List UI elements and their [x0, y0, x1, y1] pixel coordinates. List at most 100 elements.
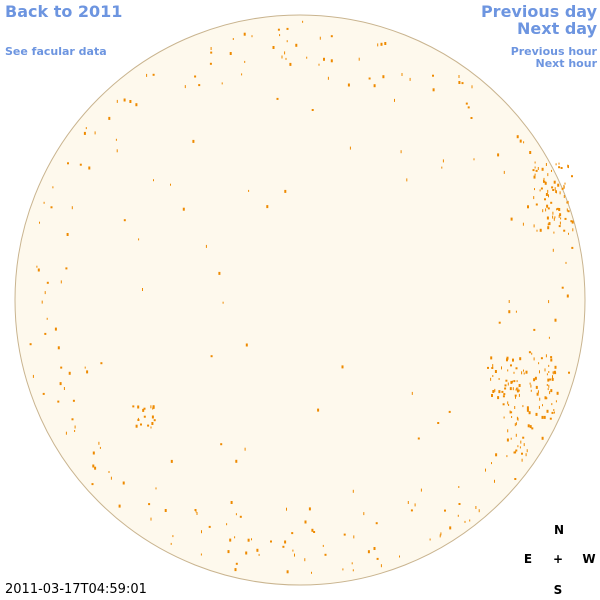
- facula: [507, 401, 509, 405]
- facula: [234, 568, 237, 572]
- facula: [527, 424, 530, 428]
- facula: [458, 81, 461, 84]
- facula: [353, 535, 355, 539]
- facula: [98, 441, 100, 445]
- facula: [544, 198, 546, 201]
- facula: [539, 397, 541, 401]
- facula: [230, 501, 233, 504]
- facula: [566, 201, 568, 204]
- facula: [324, 553, 327, 556]
- facula: [284, 189, 287, 193]
- facula: [210, 47, 212, 50]
- facula: [534, 161, 536, 164]
- facula: [444, 509, 446, 512]
- facula: [548, 384, 550, 388]
- facula: [84, 366, 86, 369]
- facula: [551, 169, 552, 172]
- facula: [541, 436, 544, 440]
- facula: [515, 433, 517, 437]
- facula: [507, 382, 509, 386]
- facula: [526, 406, 529, 410]
- facula: [74, 425, 76, 429]
- facula: [552, 248, 554, 252]
- facula: [36, 265, 38, 268]
- facula: [516, 389, 519, 393]
- facula: [152, 73, 155, 76]
- facula: [473, 158, 475, 161]
- facula: [409, 77, 411, 81]
- facula: [553, 231, 555, 234]
- next-day-link[interactable]: Next day: [517, 19, 597, 38]
- facula: [394, 98, 395, 102]
- facula: [363, 512, 365, 516]
- facula: [46, 281, 49, 284]
- facula: [330, 59, 333, 63]
- facula: [549, 417, 552, 420]
- facula: [71, 206, 73, 210]
- facula: [39, 221, 40, 224]
- facula: [556, 208, 558, 211]
- facula: [494, 370, 497, 373]
- facula: [525, 453, 527, 457]
- facula: [567, 210, 570, 213]
- facula: [546, 384, 548, 386]
- facula: [567, 164, 569, 168]
- facula: [380, 564, 382, 568]
- facula: [516, 135, 519, 139]
- facula: [196, 512, 198, 515]
- facula: [198, 84, 201, 87]
- facula: [553, 411, 555, 414]
- facula: [437, 422, 440, 424]
- facula: [457, 514, 459, 517]
- facula: [550, 358, 553, 362]
- facula: [229, 52, 232, 55]
- facula: [92, 451, 95, 455]
- facula: [548, 371, 550, 373]
- facula: [352, 489, 354, 493]
- next-hour-link[interactable]: Next hour: [535, 57, 598, 70]
- facula: [147, 424, 150, 427]
- timestamp: 2011-03-17T04:59:01: [5, 582, 147, 597]
- facula: [507, 429, 509, 433]
- facula: [528, 411, 531, 415]
- facula: [373, 547, 376, 550]
- facula: [241, 73, 243, 76]
- facula: [515, 367, 518, 370]
- facula: [572, 228, 574, 232]
- facula: [151, 422, 154, 425]
- facula: [556, 391, 559, 395]
- previous-hour-link[interactable]: Previous hour: [510, 45, 597, 58]
- facula: [566, 294, 569, 298]
- facular-link[interactable]: See facular data: [5, 45, 107, 58]
- facula: [94, 131, 96, 135]
- facula: [458, 486, 460, 488]
- facula: [561, 187, 564, 190]
- facula: [182, 207, 185, 211]
- facula: [559, 213, 562, 217]
- facula: [522, 405, 524, 408]
- facula: [568, 165, 569, 169]
- facula: [291, 532, 294, 535]
- facula: [88, 166, 91, 170]
- facula: [495, 453, 498, 457]
- facula: [510, 437, 512, 440]
- facula: [143, 407, 146, 410]
- facula: [464, 520, 466, 523]
- facula: [554, 372, 557, 375]
- facula: [367, 550, 370, 554]
- facula: [547, 226, 550, 230]
- facula: [563, 184, 565, 188]
- facula: [209, 62, 212, 65]
- facula: [286, 570, 289, 574]
- back-link[interactable]: Back to 2011: [5, 2, 123, 21]
- facula: [192, 139, 195, 143]
- facula: [550, 389, 553, 393]
- facula: [352, 569, 354, 572]
- facula: [547, 207, 550, 210]
- facula: [540, 187, 543, 190]
- facula: [505, 379, 508, 382]
- facula: [92, 464, 95, 468]
- facula: [529, 382, 531, 385]
- facula: [546, 204, 549, 208]
- previous-day-link[interactable]: Previous day: [480, 2, 597, 21]
